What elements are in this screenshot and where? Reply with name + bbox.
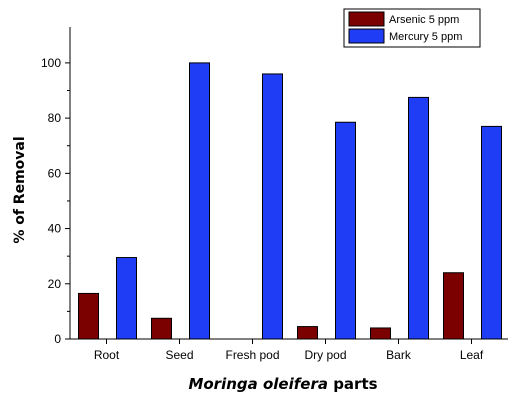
bars: [78, 62, 502, 340]
legend-label-arsenic: Arsenic 5 ppm: [389, 14, 459, 26]
y-tick-label: 20: [48, 277, 62, 291]
y-axis-title: % of Removal: [12, 136, 28, 243]
y-tick-label: 100: [41, 56, 61, 70]
y-tick-label: 80: [48, 111, 62, 125]
legend-label-mercury: Mercury 5 ppm: [389, 31, 462, 43]
y-tick-label: 40: [48, 222, 62, 236]
x-axis-title-species: Moringa oleifera: [188, 375, 328, 393]
bar-mercury: [116, 257, 137, 340]
x-axis: Root Seed Fresh pod Dry pod Bark Leaf: [70, 338, 508, 362]
bar-arsenic: [370, 327, 391, 340]
legend-swatch-arsenic: [348, 11, 385, 27]
bar-arsenic: [151, 317, 172, 340]
y-axis: 0 20 40 60 80 100: [41, 27, 71, 346]
x-tick-label: Dry pod: [304, 348, 346, 362]
x-tick-label: Bark: [386, 348, 412, 362]
bar-arsenic: [78, 292, 99, 340]
legend: Arsenic 5 ppm Mercury 5 ppm: [343, 8, 481, 48]
y-tick-label: 0: [54, 332, 61, 346]
bar-mercury: [408, 96, 429, 340]
x-tick-label: Root: [94, 348, 120, 362]
legend-swatch-mercury: [348, 28, 385, 44]
bar-mercury: [481, 125, 502, 340]
bar-arsenic: [443, 272, 464, 340]
x-axis-title-suffix: parts: [328, 375, 378, 393]
x-tick-label: Leaf: [460, 348, 484, 362]
y-tick-label: 60: [48, 166, 62, 180]
bar-arsenic: [297, 326, 318, 340]
x-tick-label: Seed: [165, 348, 193, 362]
bar-mercury: [262, 73, 283, 340]
bar-mercury: [189, 62, 210, 340]
x-tick-label: Fresh pod: [225, 348, 279, 362]
x-axis-title: Moringa oleifera parts: [188, 375, 377, 393]
bar-mercury: [335, 121, 356, 340]
